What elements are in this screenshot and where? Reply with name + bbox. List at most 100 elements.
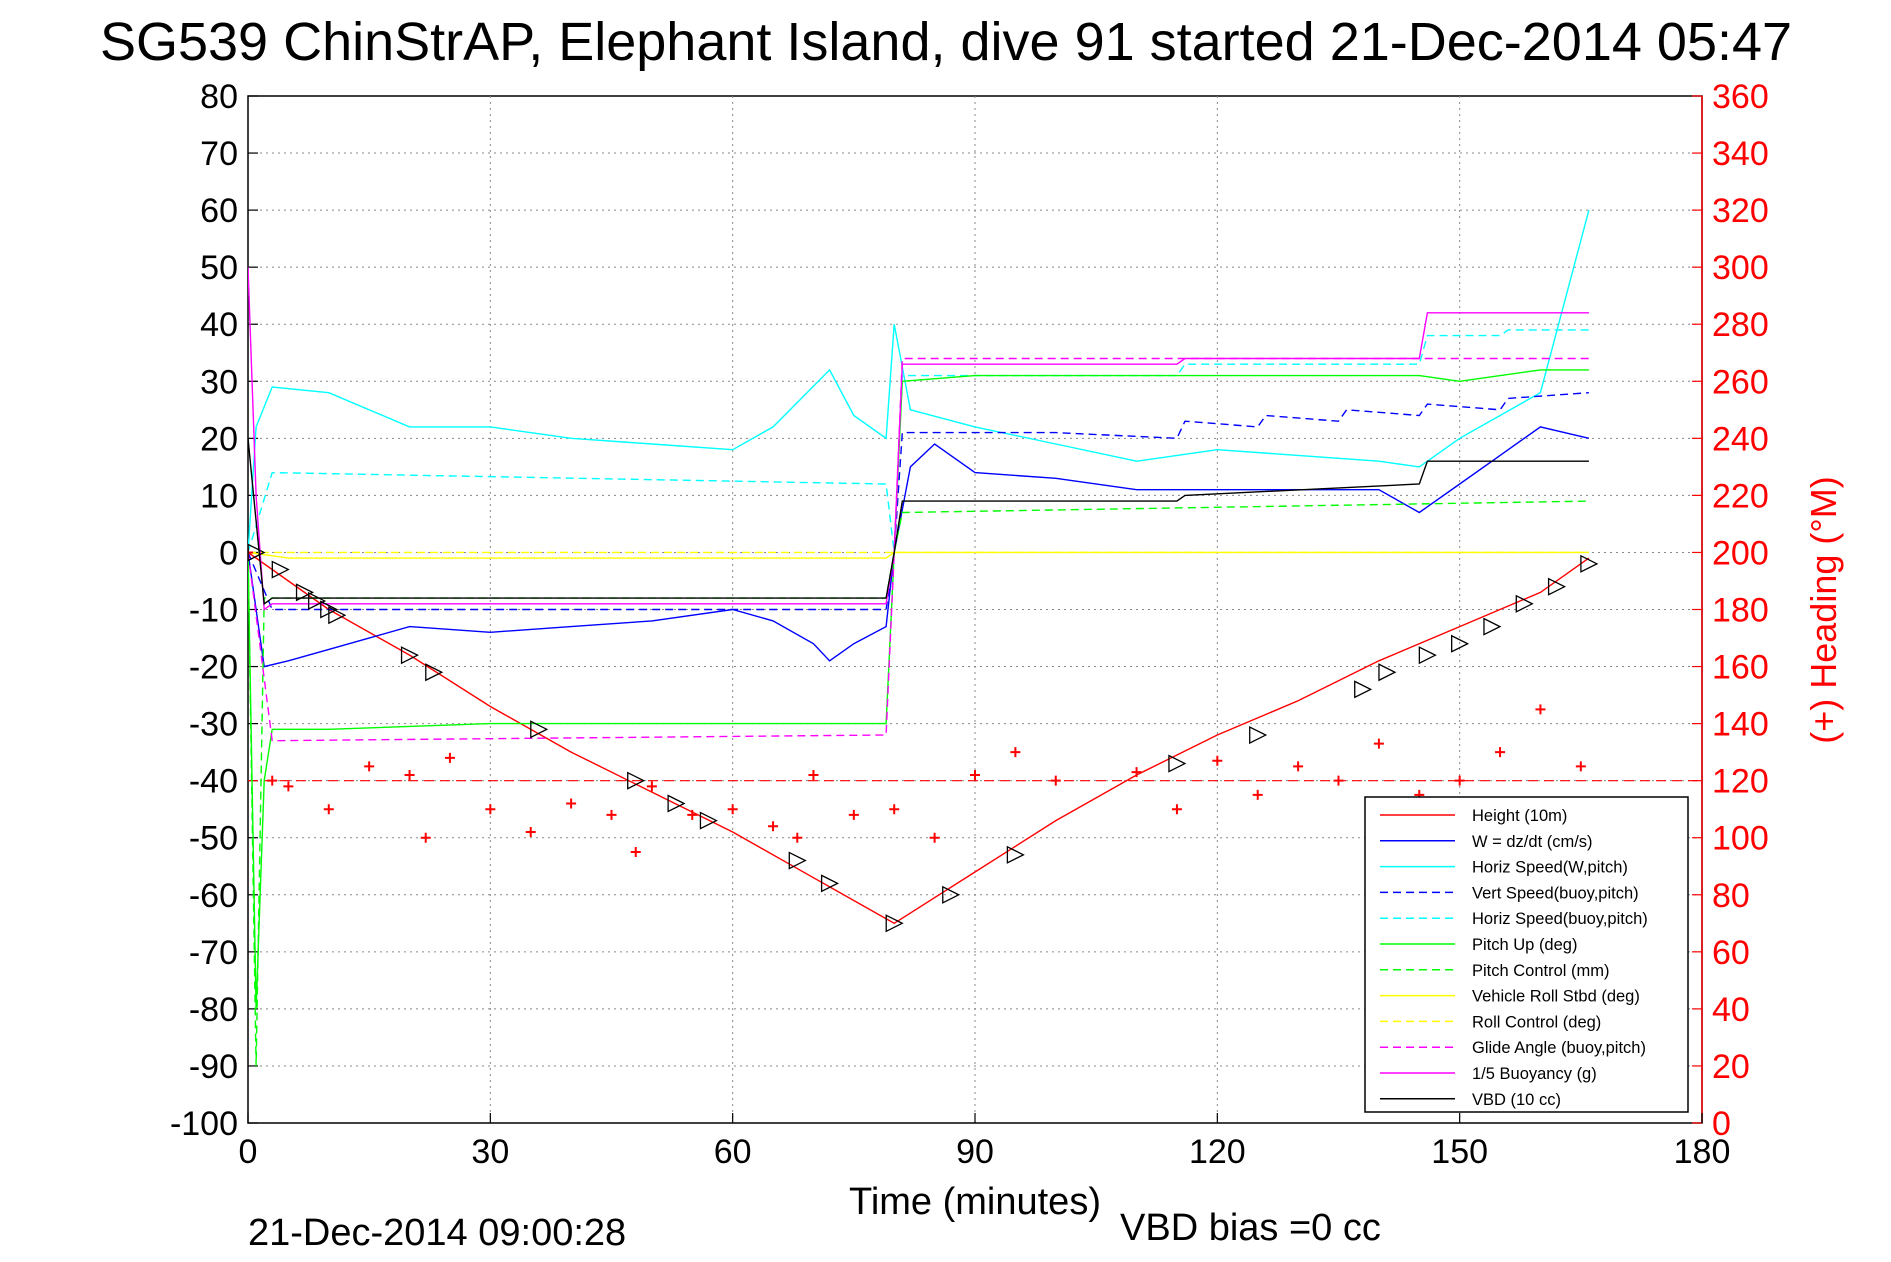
y-tick-label: 40 (200, 306, 238, 344)
heading-point (848, 809, 859, 820)
glider-point (1418, 646, 1437, 665)
y2-tick-label: 260 (1712, 363, 1769, 401)
legend-label: W = dz/dt (cm/s) (1472, 833, 1593, 851)
y2-tick-label: 360 (1712, 78, 1769, 116)
heading-point (1252, 789, 1263, 800)
glider-point (530, 720, 549, 739)
legend: Height (10m) W = dz/dt (cm/s) Horiz Speed(… (1364, 796, 1689, 1113)
heading-point (1495, 747, 1506, 758)
heading-point (1050, 775, 1061, 786)
heading-point (808, 769, 819, 780)
heading-point (606, 809, 617, 820)
glider-point (788, 851, 807, 870)
y-tick-label: -40 (189, 763, 238, 801)
glider-point (1378, 663, 1397, 682)
y-tick-label: 10 (200, 477, 238, 515)
heading-point (525, 827, 536, 838)
legend-label: Height (10m) (1472, 807, 1567, 825)
x-axis: 0 30 60 90 120 150 180 (239, 1113, 1731, 1171)
y2-tick-label: 60 (1712, 934, 1750, 972)
heading-point (1293, 761, 1304, 772)
y2-tick-label: 100 (1712, 820, 1769, 858)
grid-lines (248, 96, 1702, 1123)
y-tick-label: -50 (189, 820, 238, 858)
glider-point (1249, 725, 1268, 745)
footer-timestamp: 21-Dec-2014 09:00:28 (248, 1212, 626, 1254)
glider-point (328, 606, 347, 625)
y2-tick-label: 140 (1712, 706, 1769, 744)
legend-label: 1/5 Buoyancy (g) (1472, 1065, 1597, 1083)
heading-point (485, 804, 496, 815)
heading-point (1333, 775, 1344, 786)
y2-tick-label: 280 (1712, 306, 1769, 344)
y-tick-label: -80 (189, 991, 238, 1029)
y2-tick-label: 240 (1712, 420, 1769, 458)
y2-tick-label: 340 (1712, 135, 1769, 173)
glider-point (820, 874, 840, 893)
heading-point (929, 832, 940, 843)
heading-point (1010, 747, 1021, 758)
legend-label: Pitch Up (deg) (1472, 936, 1577, 954)
glider-point (627, 771, 646, 790)
y-tick-label: 50 (200, 249, 238, 287)
heading-point (768, 821, 779, 832)
left-axis: 80 70 60 50 40 30 20 10 0 -10 -20 -30 -40 -50 -60 -70 -8… (170, 78, 258, 1143)
legend-label: Horiz Speed(W,pitch) (1472, 859, 1628, 877)
heading-point (687, 809, 698, 820)
glider-point (699, 811, 718, 830)
heading-point (792, 832, 803, 843)
vbd-bias-label: VBD bias =0 cc (1120, 1207, 1381, 1249)
series-line-vbd-10-cc (248, 438, 1589, 606)
legend-items: Height (10m) W = dz/dt (cm/s) Horiz Speed(… (1380, 807, 1648, 1109)
y2-tick-label: 120 (1712, 763, 1769, 801)
y-tick-label: -90 (189, 1048, 238, 1086)
x-tick-label: 90 (956, 1133, 994, 1171)
glider-point (1580, 554, 1599, 573)
right-axis-label: (+) Heading (°M) (1803, 476, 1844, 743)
series-line-height-10m (248, 551, 1590, 925)
y2-tick-label: 220 (1712, 477, 1769, 515)
heading-point (1212, 755, 1223, 766)
right-axis: 3603403203002802602402202001801601401201… (1692, 78, 1769, 1143)
glider-point (1483, 617, 1502, 636)
glider-point (308, 591, 327, 610)
heading-point (323, 804, 334, 815)
glider-point (667, 794, 686, 813)
glider-point (1515, 594, 1534, 613)
y2-tick-label: 320 (1712, 192, 1769, 230)
heading-point (267, 775, 278, 786)
glider-point (1547, 577, 1567, 596)
heading-point (727, 804, 738, 815)
series-line-pitch-control-mm (248, 500, 1589, 1066)
heading-point (1575, 761, 1586, 772)
heading-point (889, 804, 900, 815)
heading-point (364, 761, 375, 772)
glider-point (942, 885, 961, 904)
glider-point (1354, 680, 1373, 699)
heading-point (646, 781, 657, 792)
x-tick-label: 180 (1674, 1133, 1731, 1171)
y-tick-label: -100 (170, 1105, 238, 1143)
legend-label: Pitch Control (mm) (1472, 962, 1610, 980)
y-tick-label: -10 (189, 592, 238, 630)
x-tick-label: 120 (1189, 1133, 1246, 1171)
heading-point (444, 752, 455, 763)
legend-label: Roll Control (deg) (1472, 1013, 1601, 1031)
legend-label: VBD (10 cc) (1472, 1091, 1561, 1109)
glider-point (400, 646, 420, 665)
y2-tick-label: 300 (1712, 249, 1769, 287)
series-group (248, 209, 1702, 1066)
heading-point (404, 769, 415, 780)
x-tick-label: 0 (239, 1133, 258, 1171)
glider-point (271, 560, 290, 579)
heading-point (420, 832, 431, 843)
glider-point (248, 543, 266, 562)
heading-point (566, 798, 577, 809)
y-tick-label: 30 (200, 363, 238, 401)
series-line-w-dz-dt-cm-s (248, 426, 1590, 668)
legend-label: Vehicle Roll Stbd (deg) (1472, 988, 1640, 1006)
y-tick-label: 0 (219, 534, 238, 572)
chart-title: SG539 ChinStrAP, Elephant Island, dive 9… (100, 12, 1792, 72)
x-tick-label: 60 (714, 1133, 752, 1171)
x-axis-label: Time (minutes) (849, 1181, 1101, 1223)
